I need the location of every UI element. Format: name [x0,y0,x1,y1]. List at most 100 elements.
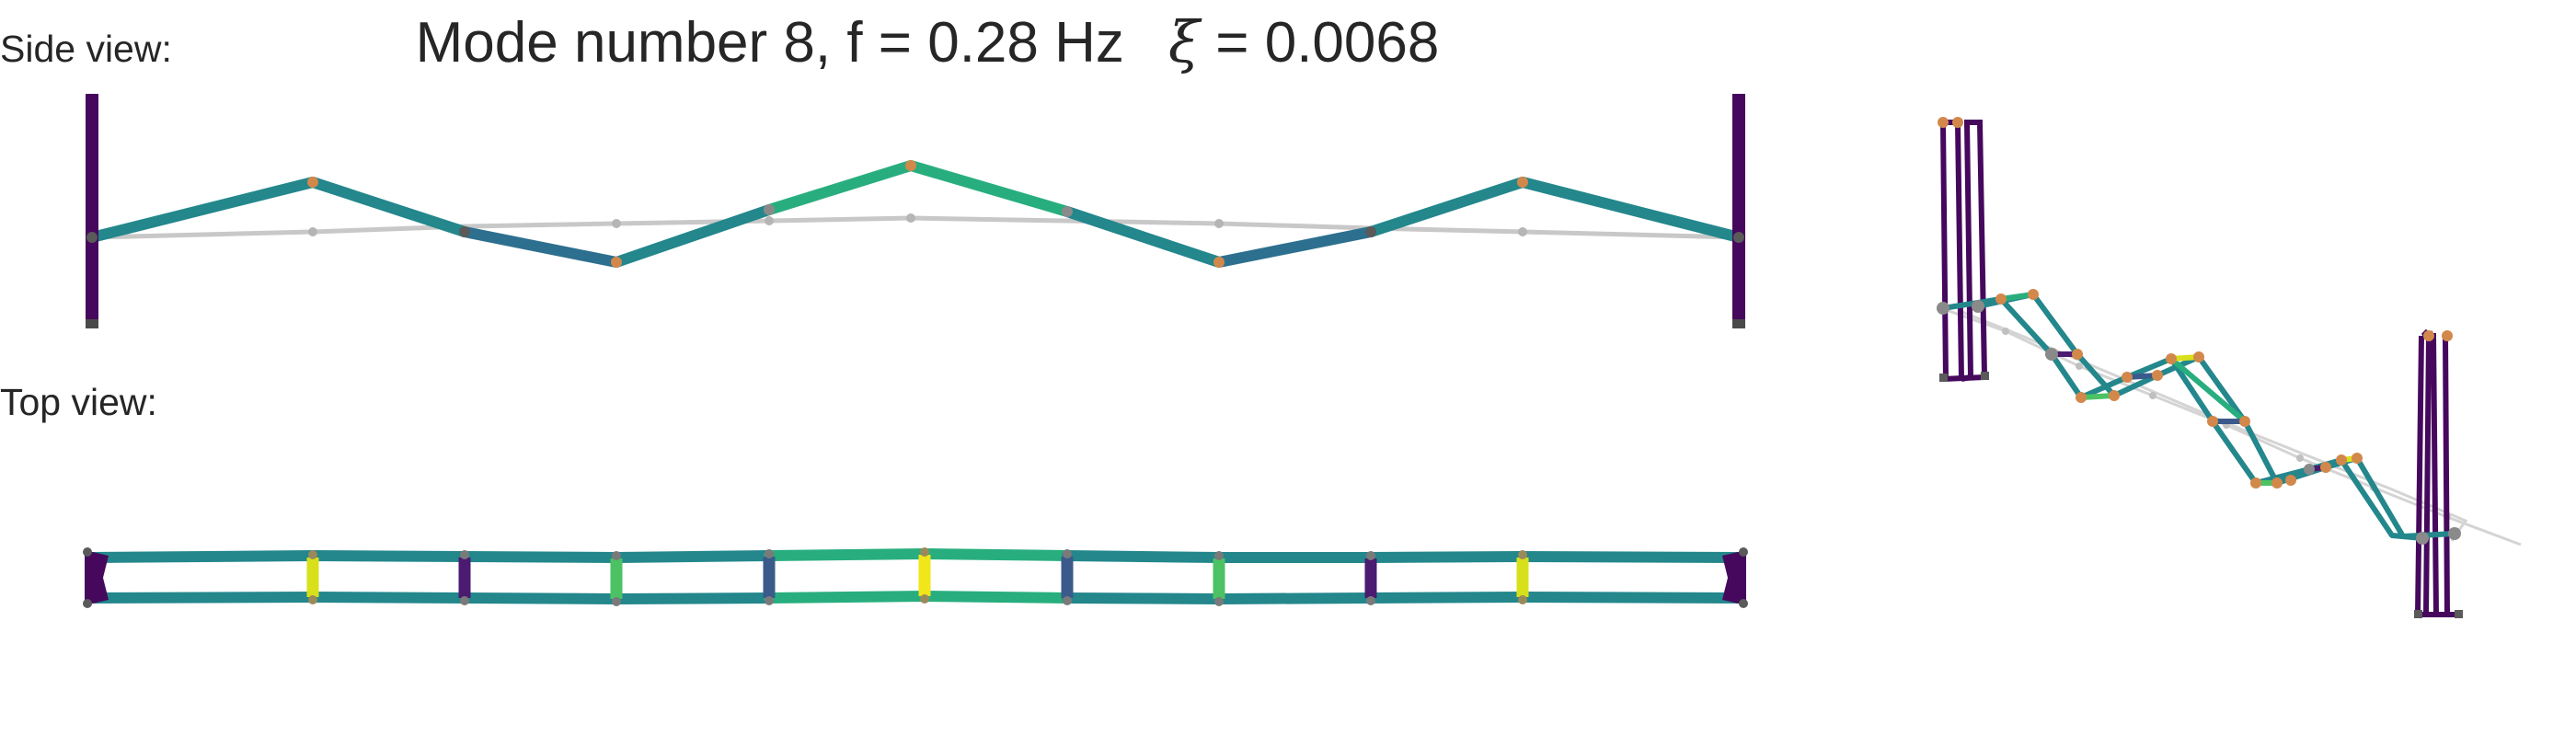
left-tower [86,94,98,328]
perspective-node [2448,527,2461,540]
undeformed-node [1518,227,1527,236]
side-view-towers [86,94,1745,328]
perspective-node [1937,302,1949,315]
deck-node [1365,226,1376,237]
undeformed-deck-line [89,215,1742,240]
top-view-abutments [85,550,1746,605]
damping-value-text: = 0.0068 [1215,11,1440,75]
left-tower-frame-2 [1961,120,1987,382]
top-chord-north-c [1062,550,1744,563]
deck-node [611,257,622,268]
top-node [1518,550,1527,559]
perspective-chord-b [1977,292,2455,539]
perspective-node [2152,370,2163,381]
side-view-undeformed-shape [89,215,1742,240]
right-tower-base [1732,319,1745,328]
top-node [1366,551,1375,560]
top-chord-north-b [764,547,1073,561]
perspective-view-diagram [1937,117,2522,618]
top-node [612,551,621,560]
perspective-support [2455,610,2463,618]
deck-node [1733,232,1744,243]
perspective-node [2304,464,2315,475]
deck-node [1062,206,1073,217]
left-tower-base [1942,374,1985,382]
deck-segment-5 [764,160,916,215]
top-chord-south-b [764,590,1073,604]
top-node [460,596,469,605]
left-abutment [85,550,109,605]
perspective-chord-green [2169,356,2247,424]
deck-segment-1 [86,177,318,243]
top-node [920,547,929,557]
perspective-node [2416,532,2429,545]
perspective-support [2414,610,2422,618]
deck-node [307,177,318,188]
perspective-node [2109,390,2120,401]
perspective-node [2352,453,2363,464]
perspective-node [1995,293,2007,305]
perspective-node [2271,477,2283,489]
deck-segment-9 [1365,177,1528,237]
undeformed-node [308,227,317,236]
perspective-node [2193,351,2204,362]
top-chord-north-a [86,549,775,564]
perspective-towers [1939,120,2458,617]
perspective-node [2072,349,2083,360]
perspective-node [2250,477,2261,489]
top-view-nodes [83,547,1748,608]
perspective-node [2166,353,2177,364]
top-view-diagram [83,547,1748,608]
top-node [765,549,774,558]
perspective-support [1939,374,1948,382]
mode-frequency-text: Mode number 8, f = 0.28 Hz [415,11,1124,75]
deck-node [459,226,470,237]
perspective-node [2336,454,2347,466]
perspective-node [1952,117,1963,128]
perspective-node [2045,348,2058,361]
top-chord-south-a [86,591,775,605]
perspective-node [2076,392,2087,403]
deck-segment-6 [905,160,1073,217]
undeformed-node [2002,328,2009,335]
perspective-node [1938,117,1949,128]
damping-symbol: ξ [1167,8,1201,75]
perspective-node [2320,462,2331,473]
side-view-deformed-deck [86,160,1744,268]
perspective-node [2423,330,2434,341]
top-view-label: Top view: [0,381,157,423]
deck-node [1517,177,1528,188]
deck-node [764,204,775,215]
deck-segment-7 [1062,206,1225,268]
top-node [460,550,469,559]
undeformed-node [2296,454,2304,462]
side-view-undeformed-nodes [308,213,1527,236]
plot-title: Mode number 8, f = 0.28 Hz ξ = 0.0068 [0,6,1855,80]
side-view-label: Side view: [0,28,172,70]
perspective-nodes [1937,117,2463,618]
undeformed-node [612,219,621,228]
top-chord-south-c [1062,591,1744,605]
deck-node [86,232,98,243]
top-node [83,547,92,557]
left-tower-base [86,319,98,328]
undeformed-node [765,216,774,225]
top-node [1518,595,1527,604]
deck-node [1213,257,1225,268]
undeformed-node [2149,392,2156,399]
top-view-chords [86,547,1744,605]
right-tower-leg-b [2443,335,2450,615]
top-node [1214,551,1224,560]
top-node [83,599,92,608]
top-node [308,595,317,604]
top-view-crossbeams [306,555,1529,599]
deck-segment-10 [1517,177,1744,243]
perspective-crossbeam [2080,393,2115,400]
perspective-node [2442,330,2453,341]
perspective-chord-a [1942,296,2423,541]
top-node [1214,597,1224,606]
perspective-node [2239,416,2250,427]
deck-node [905,160,916,171]
top-node [1739,599,1748,608]
